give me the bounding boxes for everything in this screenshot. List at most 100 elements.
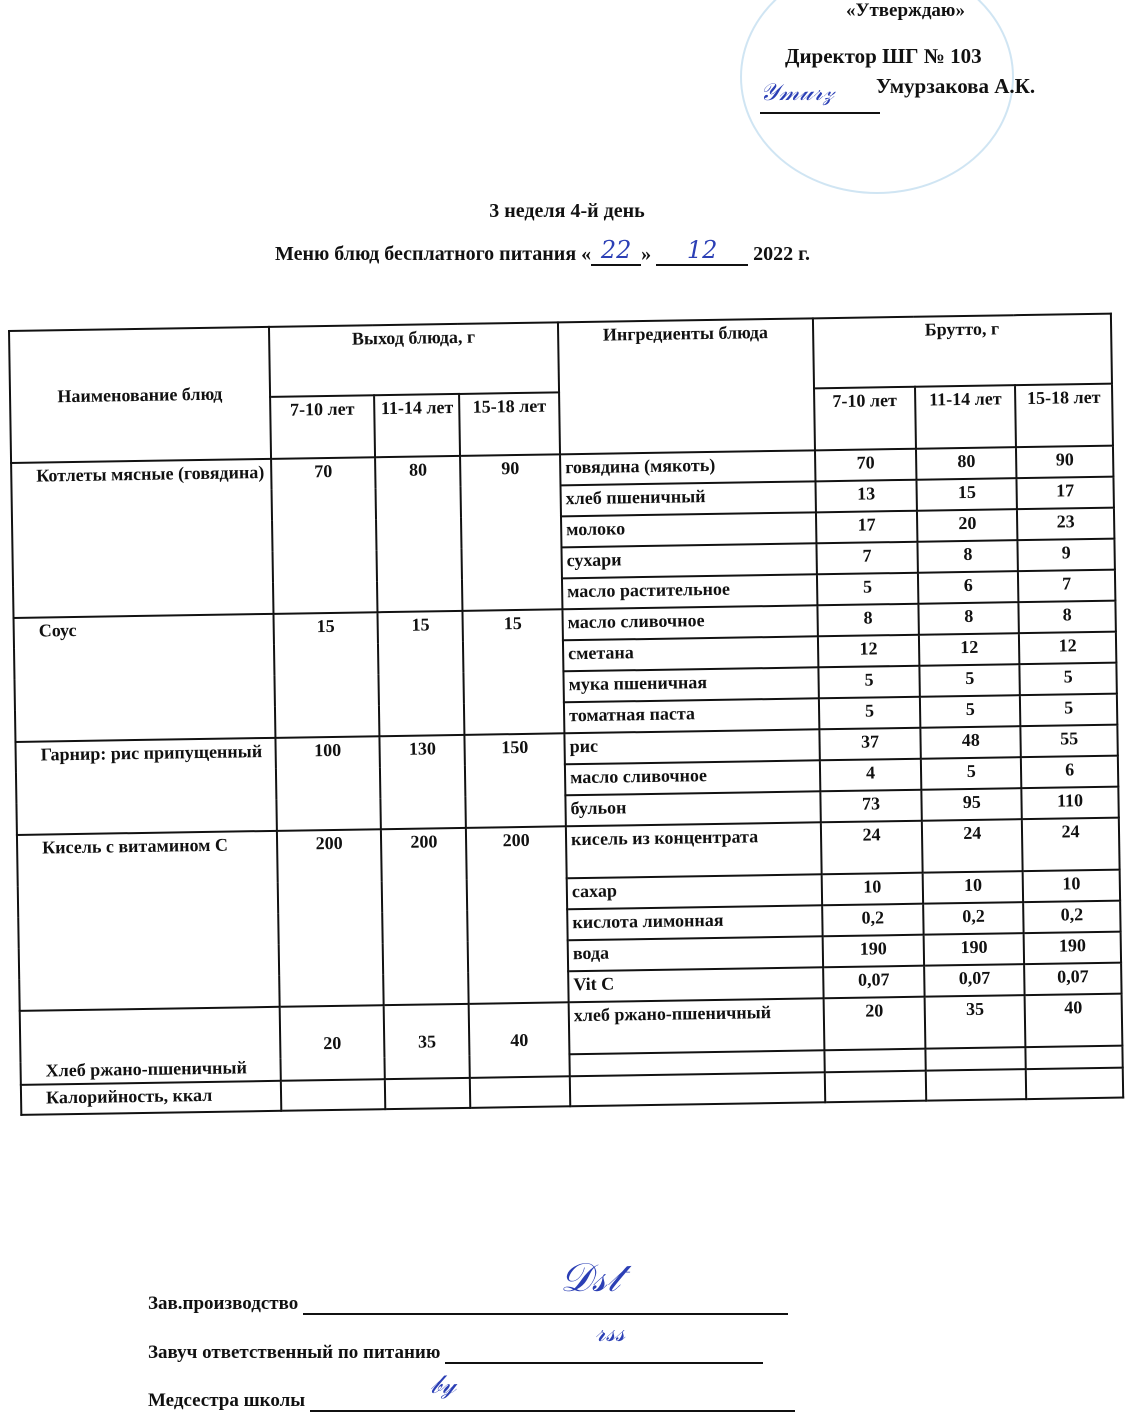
dish-name: Соус [13, 613, 276, 742]
ingredient-brutto: 10 [922, 871, 1024, 904]
calories-label: Калорийность, ккал [20, 1080, 281, 1115]
ingredient-brutto: 37 [818, 727, 922, 761]
empty-cell [925, 1047, 1026, 1071]
ingredient-brutto: 80 [916, 447, 1017, 480]
header-yield-age: 15-18 лет [459, 392, 561, 456]
header-yield-age: 7-10 лет [269, 395, 376, 459]
ingredient-brutto: 5 [919, 664, 1020, 697]
ingredient-name: молоко [560, 512, 816, 548]
ingredient-brutto: 12 [817, 634, 920, 668]
director-title: Директор ШГ № 103 [785, 44, 982, 68]
ingredient-brutto: 6 [1020, 755, 1119, 789]
ingredient-name: хлеб ржано-пшеничный [568, 998, 824, 1055]
ingredient-brutto: 190 [822, 934, 925, 968]
ingredient-name: масло сливочное [562, 605, 818, 641]
ingredient-brutto: 5 [818, 696, 921, 730]
dish-yield: 20 [279, 1005, 386, 1081]
ingredient-brutto: 48 [920, 726, 1021, 759]
ingredient-brutto: 10 [821, 872, 924, 906]
ingredient-brutto: 10 [1022, 869, 1121, 903]
dish-yield: 15 [377, 610, 465, 737]
signature-nurse: Медсестра школы [148, 1390, 795, 1412]
header-brutto-age: 15-18 лет [1015, 383, 1113, 448]
menu-title: Меню блюд бесплатного питания «22» 12 20… [275, 236, 810, 266]
signature-label: Завуч ответственный по питанию [148, 1342, 441, 1363]
ingredient-brutto: 17 [1016, 476, 1114, 510]
ingredient-brutto: 5 [816, 572, 919, 606]
ingredient-name: рис [564, 729, 820, 765]
dish-yield: 200 [276, 829, 385, 1007]
ingredient-brutto: 9 [1017, 538, 1115, 572]
header-yield: Выход блюда, г [268, 322, 560, 397]
signature-head-teacher: Завуч ответственный по питанию [148, 1342, 764, 1364]
ingredient-brutto: 90 [1016, 445, 1114, 479]
calories-value [385, 1077, 471, 1110]
ingredient-brutto: 5 [921, 757, 1022, 790]
ingredient-brutto: 20 [917, 509, 1018, 542]
ingredient-name: томатная паста [563, 698, 819, 734]
ingredient-brutto: 5 [817, 665, 921, 699]
ingredient-name: мука пшеничная [563, 667, 819, 703]
dish-name: Хлеб ржано-пшеничный [19, 1006, 281, 1085]
ingredient-brutto: 7 [815, 541, 919, 575]
ingredient-brutto: 95 [921, 788, 1022, 821]
ingredient-brutto: 6 [918, 571, 1019, 604]
dish-yield: 200 [466, 826, 569, 1004]
ingredient-brutto: 190 [1023, 931, 1122, 965]
empty-cell [1025, 1045, 1123, 1070]
ingredient-brutto: 12 [919, 633, 1020, 666]
ingredient-brutto: 35 [924, 995, 1026, 1049]
ingredient-name: сухари [561, 543, 817, 579]
ingredient-brutto: 0,2 [1023, 900, 1121, 934]
header-dish-name: Наименование блюд [9, 326, 271, 463]
director-name: Умурзакова А.К. [876, 74, 1036, 98]
ingredient-brutto: 5 [1019, 662, 1117, 696]
header-brutto-age: 11-14 лет [915, 385, 1017, 449]
ingredient-brutto: 8 [918, 602, 1020, 635]
header-yield-age: 11-14 лет [374, 393, 461, 458]
menu-day: 22 [591, 236, 642, 266]
calories-value [824, 1070, 927, 1103]
signature-nurse-mark: 𝒷𝓎 [430, 1370, 457, 1400]
ingredient-brutto: 8 [917, 540, 1019, 573]
signature-label: Медсестра школы [148, 1390, 306, 1411]
approve-label: «Утверждаю» [846, 0, 965, 21]
ingredient-brutto: 0,07 [924, 964, 1025, 997]
menu-prefix: Меню блюд бесплатного питания « [275, 243, 592, 265]
empty-cell [823, 1048, 927, 1073]
ingredient-name: бульон [565, 791, 821, 827]
ingredient-brutto: 20 [823, 996, 926, 1051]
ingredient-brutto: 0,07 [822, 965, 925, 999]
ingredient-brutto: 110 [1021, 786, 1119, 820]
ingredient-brutto: 4 [819, 758, 922, 792]
ingredient-brutto: 40 [1024, 993, 1123, 1048]
dish-yield: 15 [273, 612, 380, 738]
dish-yield: 150 [464, 733, 566, 828]
dish-yield: 15 [462, 609, 565, 735]
ingredient-name: кислота лимонная [567, 905, 823, 941]
dish-yield: 90 [460, 454, 563, 611]
ingredient-name: масло растительное [561, 574, 817, 610]
dish-yield: 200 [381, 827, 469, 1006]
ingredient-brutto: 0,07 [1024, 962, 1122, 996]
signature-head-teacher-mark: 𝓇𝓈𝓈 [595, 1318, 625, 1348]
header-ingredients: Ингредиенты блюда [557, 318, 815, 455]
dish-yield: 130 [379, 734, 467, 830]
ingredient-brutto: 24 [922, 819, 1023, 873]
dish-yield: 35 [384, 1003, 471, 1080]
calories-value [1025, 1067, 1124, 1100]
dish-name: Гарнир: рис припущенный [15, 737, 277, 835]
calories-value [926, 1069, 1027, 1101]
signature-production: Зав.производство [148, 1293, 788, 1315]
signature-production-mark: 𝒟𝓈𝓉 [560, 1255, 621, 1301]
ingredient-brutto: 17 [815, 510, 918, 544]
ingredient-brutto: 0,2 [821, 903, 924, 937]
calories-value [470, 1076, 571, 1108]
ingredient-name: говядина (мякоть) [560, 450, 816, 486]
ingredient-brutto: 70 [814, 448, 917, 482]
menu-year: 2022 г. [753, 243, 810, 265]
dish-yield: 70 [270, 457, 378, 614]
director-signature: 𝒴𝓂𝓊𝓇𝓏 [760, 78, 880, 114]
ingredient-brutto: 0,2 [923, 902, 1024, 935]
dish-yield: 100 [275, 736, 382, 831]
